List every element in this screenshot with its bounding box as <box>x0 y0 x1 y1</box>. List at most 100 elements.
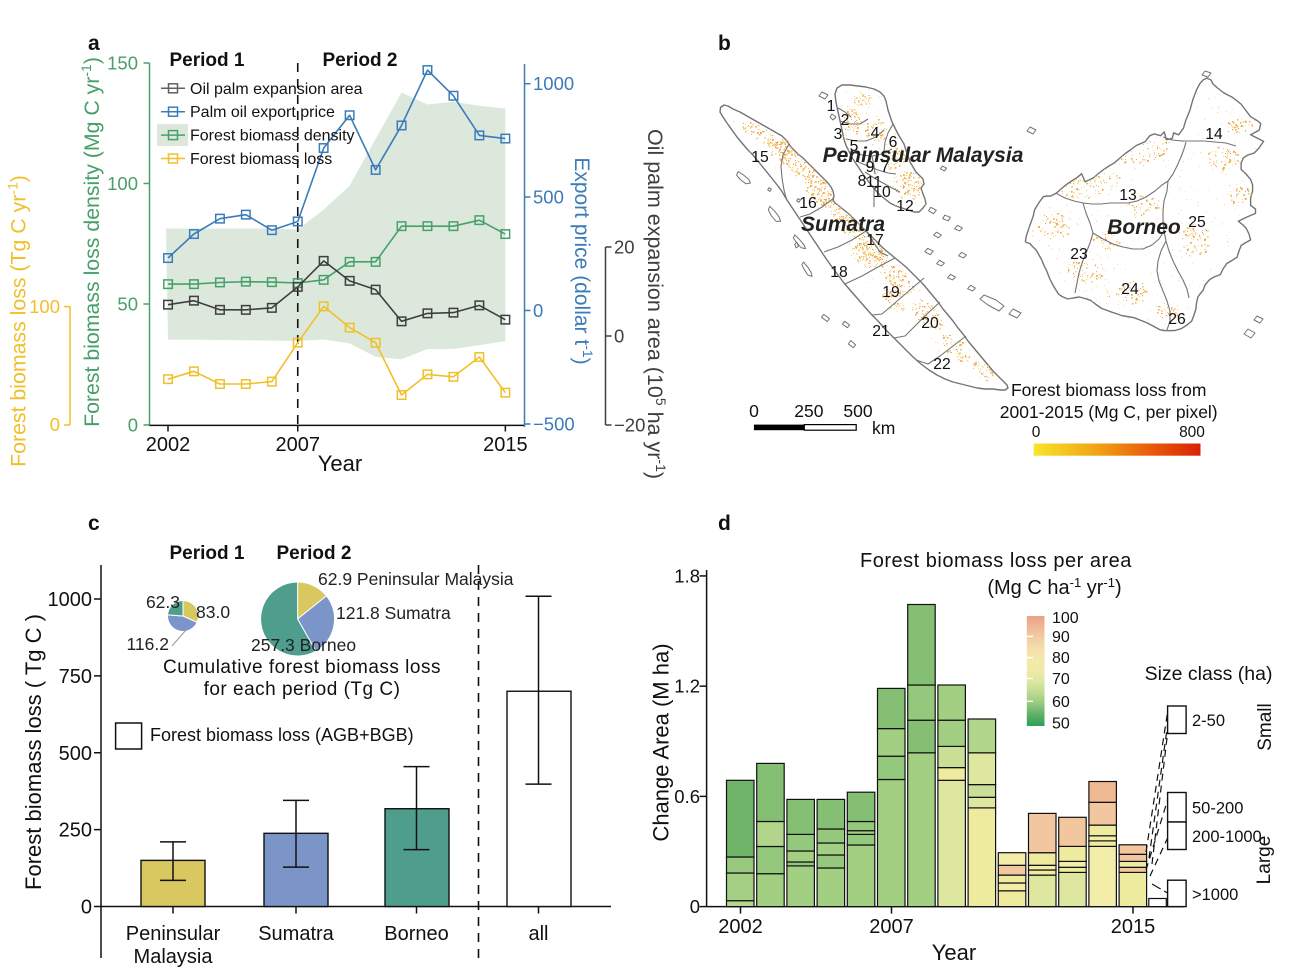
svg-text:60: 60 <box>1052 694 1070 711</box>
svg-text:750: 750 <box>59 666 92 688</box>
svg-text:50: 50 <box>117 294 138 315</box>
svg-text:500: 500 <box>533 187 564 208</box>
svg-text:13: 13 <box>1119 187 1137 204</box>
svg-text:62.9 Peninsular Malaysia: 62.9 Peninsular Malaysia <box>318 569 514 589</box>
svg-text:257.3 Borneo: 257.3 Borneo <box>251 635 356 655</box>
svg-text:62.3: 62.3 <box>146 592 180 612</box>
svg-text:>1000: >1000 <box>1192 886 1238 904</box>
svg-text:Size class (ha): Size class (ha) <box>1145 663 1273 685</box>
svg-text:2007: 2007 <box>276 434 321 456</box>
svg-text:Oil palm expansion area: Oil palm expansion area <box>190 81 363 98</box>
svg-text:1.8: 1.8 <box>674 565 700 586</box>
svg-text:116.2: 116.2 <box>127 634 170 654</box>
svg-text:Period 1: Period 1 <box>170 543 245 564</box>
svg-text:20: 20 <box>921 315 939 332</box>
svg-text:Forest biomass loss ( Tg C ): Forest biomass loss ( Tg C ) <box>21 614 46 890</box>
svg-text:23: 23 <box>1070 246 1088 263</box>
svg-text:Forest biomass loss from: Forest biomass loss from <box>1011 380 1206 400</box>
svg-text:50-200: 50-200 <box>1192 800 1243 818</box>
svg-text:100: 100 <box>29 296 60 317</box>
svg-text:200-1000: 200-1000 <box>1192 828 1262 846</box>
svg-text:0.6: 0.6 <box>674 786 700 807</box>
svg-text:Forest biomass loss (Tg C yr-1: Forest biomass loss (Tg C yr-1) <box>5 175 31 467</box>
svg-text:Borneo: Borneo <box>384 923 449 945</box>
svg-text:2002: 2002 <box>146 434 191 456</box>
svg-text:Small: Small <box>1255 703 1276 751</box>
svg-text:2007: 2007 <box>869 916 914 938</box>
svg-text:Forest biomass loss per area: Forest biomass loss per area <box>860 550 1132 572</box>
svg-text:17: 17 <box>866 232 883 249</box>
svg-text:1.2: 1.2 <box>674 676 700 697</box>
svg-text:500: 500 <box>843 401 872 421</box>
svg-text:20: 20 <box>614 237 635 258</box>
svg-text:Period 2: Period 2 <box>277 543 352 564</box>
svg-text:0: 0 <box>128 415 138 436</box>
svg-text:0: 0 <box>81 897 92 919</box>
svg-text:121.8 Sumatra: 121.8 Sumatra <box>336 603 451 623</box>
svg-text:2001-2015 (Mg C, per pixel): 2001-2015 (Mg C, per pixel) <box>1000 402 1218 422</box>
svg-text:500: 500 <box>59 743 92 765</box>
svg-text:Period 1: Period 1 <box>170 50 245 71</box>
svg-text:0: 0 <box>50 414 60 435</box>
svg-text:150: 150 <box>107 53 138 74</box>
svg-text:70: 70 <box>1052 671 1070 688</box>
svg-text:2015: 2015 <box>1111 916 1156 938</box>
svg-text:18: 18 <box>830 264 848 281</box>
svg-text:Peninsular Malaysia: Peninsular Malaysia <box>823 144 1024 167</box>
svg-text:Oil palm expansion area (105 h: Oil palm expansion area (105 ha yr-1) <box>643 129 669 479</box>
svg-text:12: 12 <box>896 198 913 215</box>
svg-text:15: 15 <box>751 149 769 166</box>
svg-text:Malaysia: Malaysia <box>134 946 214 968</box>
svg-text:Peninsular: Peninsular <box>126 923 221 945</box>
svg-text:all: all <box>528 923 548 945</box>
svg-text:Palm oil export price: Palm oil export price <box>190 104 335 121</box>
svg-text:Sumatra: Sumatra <box>258 923 334 945</box>
svg-text:1000: 1000 <box>48 589 93 611</box>
svg-text:(Mg C ha-1 yr-1): (Mg C ha-1 yr-1) <box>987 575 1121 600</box>
svg-text:16: 16 <box>799 195 817 212</box>
svg-text:0: 0 <box>533 300 543 321</box>
svg-text:26: 26 <box>1168 311 1186 328</box>
svg-text:Period 2: Period 2 <box>323 50 398 71</box>
svg-text:b: b <box>718 32 731 55</box>
svg-text:2002: 2002 <box>718 916 763 938</box>
svg-text:19: 19 <box>882 284 899 301</box>
svg-text:Forest biomass loss (AGB+BGB): Forest biomass loss (AGB+BGB) <box>150 725 414 745</box>
svg-text:6: 6 <box>889 134 898 151</box>
svg-text:2: 2 <box>841 112 850 129</box>
svg-text:Change Area (M ha): Change Area (M ha) <box>649 643 674 841</box>
svg-text:8: 8 <box>858 173 867 190</box>
svg-text:9: 9 <box>866 159 875 176</box>
svg-text:25: 25 <box>1188 214 1206 231</box>
svg-text:−500: −500 <box>533 414 575 435</box>
svg-text:2-50: 2-50 <box>1192 712 1225 730</box>
svg-text:c: c <box>88 512 100 535</box>
svg-text:Forest biomass density: Forest biomass density <box>190 128 355 145</box>
svg-text:1: 1 <box>827 98 836 115</box>
svg-text:11: 11 <box>866 174 882 191</box>
svg-text:4: 4 <box>871 125 880 142</box>
svg-text:21: 21 <box>872 323 889 340</box>
svg-text:1000: 1000 <box>533 73 574 94</box>
svg-text:22: 22 <box>933 356 950 373</box>
svg-text:Forest biomass loss density (M: Forest biomass loss density (Mg C yr-1) <box>78 57 104 427</box>
svg-text:a: a <box>88 32 100 55</box>
svg-text:14: 14 <box>1205 126 1223 143</box>
svg-text:10: 10 <box>873 184 891 201</box>
svg-text:Year: Year <box>932 940 976 965</box>
svg-text:km: km <box>872 418 895 438</box>
svg-text:Export price (dollar t-1): Export price (dollar t-1) <box>570 157 596 364</box>
svg-text:Year: Year <box>318 451 362 476</box>
svg-text:0: 0 <box>614 326 624 347</box>
svg-text:3: 3 <box>834 126 843 143</box>
svg-text:Cumulative forest biomass loss: Cumulative forest biomass loss <box>163 657 441 678</box>
svg-text:5: 5 <box>850 138 859 155</box>
svg-text:50: 50 <box>1052 715 1070 732</box>
svg-text:d: d <box>718 512 731 535</box>
svg-text:0: 0 <box>1032 424 1041 441</box>
svg-text:250: 250 <box>794 401 823 421</box>
svg-text:Sumatra: Sumatra <box>801 213 885 236</box>
svg-text:Borneo: Borneo <box>1107 216 1181 239</box>
svg-text:7: 7 <box>881 159 890 176</box>
svg-text:83.0: 83.0 <box>196 602 230 622</box>
